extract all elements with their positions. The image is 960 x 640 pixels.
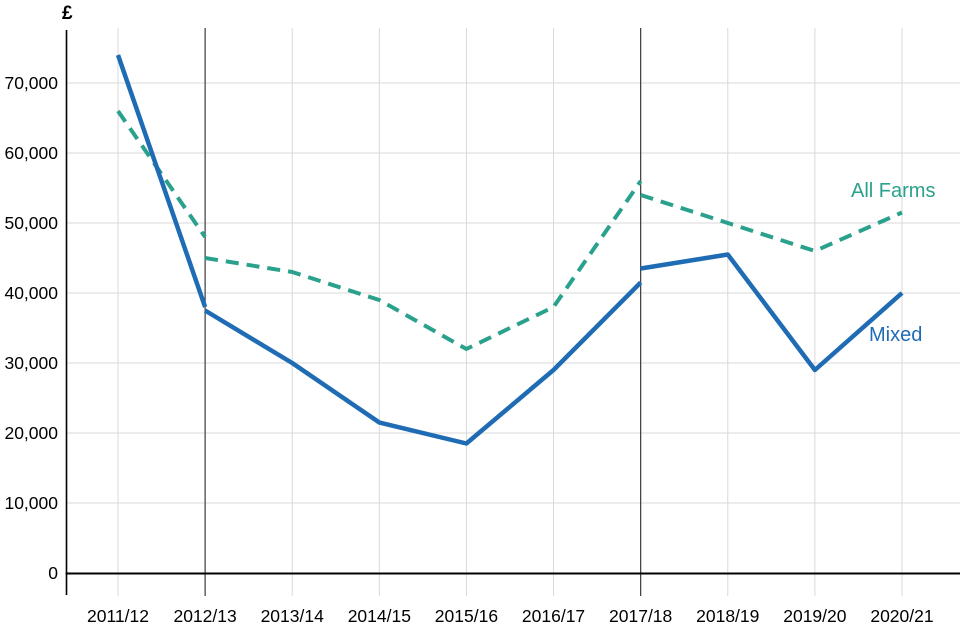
legend-mixed-label: Mixed — [869, 324, 923, 346]
series-path-mixed — [640, 252, 904, 373]
legend-all-farms-label: All Farms — [851, 180, 936, 202]
x-tick-label: 2013/14 — [261, 606, 325, 626]
x-tick-label: 2018/19 — [696, 606, 759, 626]
y-tick-label: 70,000 — [4, 73, 58, 93]
y-tick-label: 50,000 — [4, 213, 58, 233]
series-path-all-farms — [640, 193, 903, 253]
x-tick-label: 2011/12 — [87, 606, 149, 626]
y-tick-label: 30,000 — [4, 353, 58, 373]
y-tick-label: 60,000 — [4, 143, 58, 163]
series-path-all-farms — [116, 109, 207, 239]
x-tick-label: 2015/16 — [435, 606, 498, 626]
x-tick-label: 2017/18 — [609, 606, 672, 626]
x-tick-label: 2016/17 — [522, 606, 585, 626]
y-tick-label: 40,000 — [4, 283, 58, 303]
y-tick-label: 20,000 — [4, 423, 58, 443]
x-tick-label: 2012/13 — [173, 606, 236, 626]
x-tick-label: 2019/20 — [783, 606, 847, 626]
y-tick-label: 0 — [48, 563, 58, 583]
series-path-all-farms — [204, 179, 643, 351]
y-tick-label: 10,000 — [4, 493, 58, 513]
x-tick-label: 2014/15 — [348, 606, 411, 626]
series-path-mixed — [203, 280, 643, 446]
y-axis-unit-label: £ — [62, 3, 73, 24]
x-tick-label: 2020/21 — [870, 606, 933, 626]
series-path-mixed — [115, 54, 208, 308]
